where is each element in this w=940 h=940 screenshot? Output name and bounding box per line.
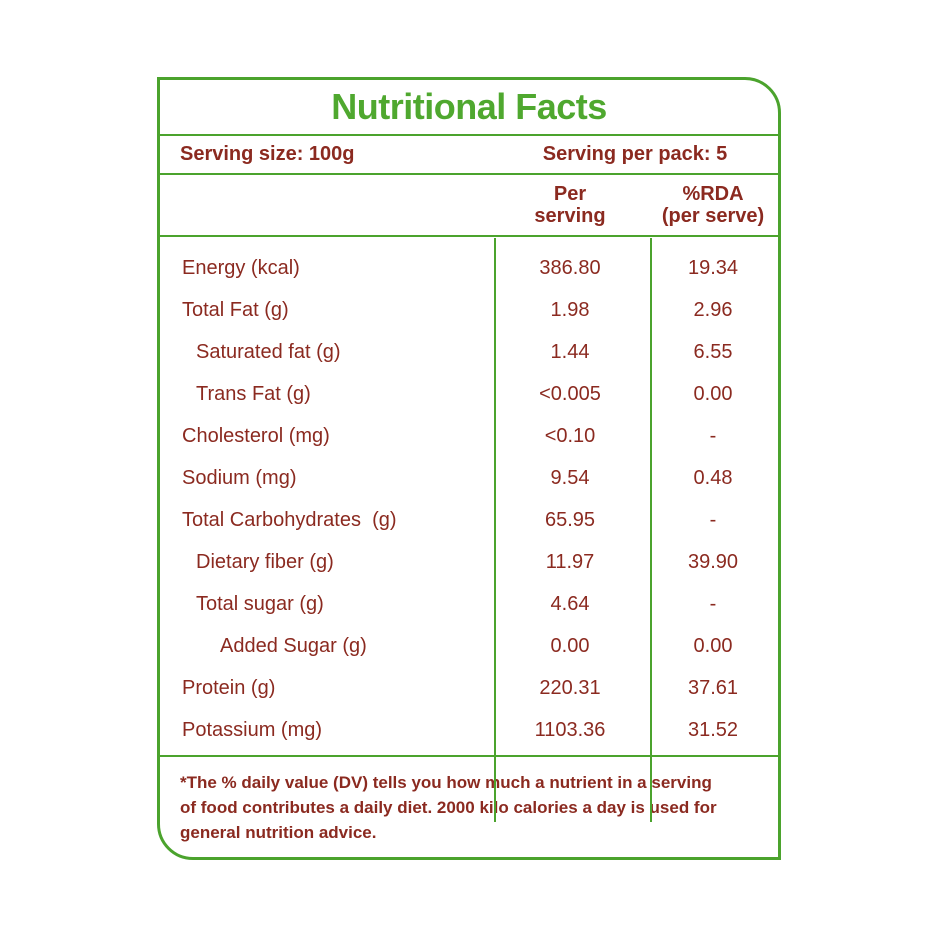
nutrient-label: Trans Fat (g) — [196, 382, 311, 405]
column-divider-line — [650, 238, 652, 822]
rda-value: 2.96 — [693, 298, 733, 321]
header-per-serving: Per serving — [492, 183, 648, 227]
table-row: Total Carbohydrates (g) 65.95 - — [160, 499, 778, 541]
rda-value: - — [709, 592, 717, 615]
rda-value: 0.00 — [693, 634, 733, 657]
nutrient-label: Added Sugar (g) — [220, 634, 367, 657]
header-rda-line1: %RDA — [682, 183, 744, 205]
per-serving-value: <0.005 — [539, 382, 601, 405]
rda-value: 39.90 — [687, 550, 739, 573]
column-divider-line — [494, 238, 496, 822]
nutrient-label: Energy (kcal) — [182, 256, 300, 279]
serving-per-pack: Serving per pack: 5 — [542, 143, 728, 165]
rda-value: 37.61 — [687, 676, 739, 699]
per-serving-value: 1103.36 — [534, 718, 606, 741]
rda-value: 0.48 — [693, 466, 733, 489]
label-title-row: Nutritional Facts — [160, 80, 778, 136]
per-serving-value: 220.31 — [539, 676, 601, 699]
nutrient-label: Total Carbohydrates (g) — [182, 508, 397, 531]
rda-value: 31.52 — [687, 718, 739, 741]
footnote-line1: *The % daily value (DV) tells you how mu… — [180, 773, 712, 792]
header-per-serving-line2: serving — [534, 205, 606, 227]
per-serving-value: 386.80 — [539, 256, 601, 279]
rda-value: 6.55 — [693, 340, 733, 363]
rda-value: 0.00 — [693, 382, 733, 405]
rda-value: - — [709, 424, 717, 447]
table-header-row: Per serving %RDA (per serve) — [160, 175, 778, 237]
serving-info-row: Serving size: 100g Serving per pack: 5 — [160, 136, 778, 175]
table-row: Sodium (mg) 9.54 0.48 — [160, 457, 778, 499]
page-title: Nutritional Facts — [331, 86, 607, 127]
nutrient-table-body: Energy (kcal) 386.80 19.34 Total Fat (g)… — [160, 237, 778, 757]
table-row: Total sugar (g) 4.64 - — [160, 583, 778, 625]
nutrient-label: Total sugar (g) — [196, 592, 324, 615]
table-row: Saturated fat (g) 1.44 6.55 — [160, 331, 778, 373]
nutrient-label: Potassium (mg) — [182, 718, 323, 741]
nutrient-label: Total Fat (g) — [182, 298, 289, 321]
table-row: Protein (g) 220.31 37.61 — [160, 667, 778, 709]
footnote-line3: general nutrition advice. — [180, 823, 377, 842]
per-serving-value: 4.64 — [550, 592, 590, 615]
nutrient-label: Sodium (mg) — [182, 466, 297, 489]
per-serving-value: 0.00 — [550, 634, 590, 657]
footnote-line2: of food contributes a daily diet. 2000 k… — [180, 798, 717, 817]
per-serving-value: <0.10 — [544, 424, 596, 447]
table-row: Total Fat (g) 1.98 2.96 — [160, 289, 778, 331]
rda-value: 19.34 — [687, 256, 739, 279]
daily-value-footnote: *The % daily value (DV) tells you how mu… — [160, 757, 778, 857]
nutrient-label: Saturated fat (g) — [196, 340, 341, 363]
per-serving-value: 65.95 — [544, 508, 596, 531]
nutrient-label: Cholesterol (mg) — [182, 424, 330, 447]
table-row: Potassium (mg) 1103.36 31.52 — [160, 709, 778, 751]
header-rda-line2: (per serve) — [661, 205, 765, 227]
per-serving-value: 11.97 — [545, 550, 595, 573]
table-row: Dietary fiber (g) 11.97 39.90 — [160, 541, 778, 583]
rda-value: - — [709, 508, 717, 531]
table-row: Added Sugar (g) 0.00 0.00 — [160, 625, 778, 667]
nutrient-label: Dietary fiber (g) — [196, 550, 334, 573]
nutrient-label: Protein (g) — [182, 676, 276, 699]
table-row: Energy (kcal) 386.80 19.34 — [160, 247, 778, 289]
header-rda: %RDA (per serve) — [648, 183, 778, 227]
serving-size: Serving size: 100g — [180, 143, 355, 165]
header-per-serving-line1: Per — [553, 183, 587, 205]
table-row: Cholesterol (mg) <0.10 - — [160, 415, 778, 457]
table-row: Trans Fat (g) <0.005 0.00 — [160, 373, 778, 415]
nutrition-label-panel: Nutritional Facts Serving size: 100g Ser… — [157, 77, 781, 860]
per-serving-value: 1.44 — [550, 340, 590, 363]
per-serving-value: 1.98 — [550, 298, 590, 321]
per-serving-value: 9.54 — [550, 466, 590, 489]
